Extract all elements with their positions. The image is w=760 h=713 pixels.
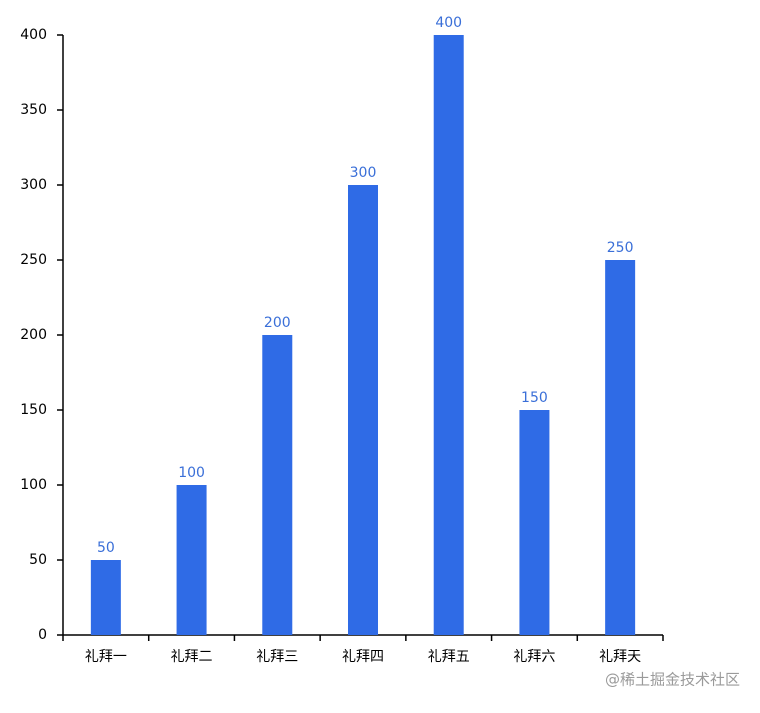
- bar: [605, 260, 636, 635]
- value-label: 200: [264, 315, 291, 331]
- bar: [348, 185, 378, 635]
- y-tick-label: 150: [20, 402, 47, 418]
- x-tick-label: 礼拜一: [85, 649, 127, 665]
- x-tick-label: 礼拜四: [342, 649, 384, 665]
- y-tick-label: 300: [20, 177, 47, 193]
- x-tick-label: 礼拜二: [171, 649, 213, 665]
- bar: [176, 485, 207, 635]
- value-label: 150: [521, 390, 548, 406]
- value-label: 400: [435, 15, 462, 31]
- bar: [519, 410, 550, 635]
- x-tick-label: 礼拜六: [513, 649, 555, 665]
- y-tick-label: 100: [20, 477, 47, 493]
- y-tick-label: 350: [20, 102, 47, 118]
- x-tick-label: 礼拜三: [256, 649, 298, 665]
- x-tick-label: 礼拜天: [599, 649, 641, 665]
- watermark: @稀土掘金技术社区: [605, 671, 740, 689]
- value-label: 250: [607, 240, 634, 256]
- y-tick-label: 0: [38, 627, 47, 643]
- bar: [433, 35, 464, 635]
- y-tick-label: 50: [29, 552, 47, 568]
- y-tick-label: 200: [20, 327, 47, 343]
- y-tick-label: 250: [20, 252, 47, 268]
- y-tick-label: 400: [20, 27, 47, 43]
- x-tick-label: 礼拜五: [428, 649, 470, 665]
- value-label: 300: [350, 165, 377, 181]
- value-label: 50: [97, 540, 115, 556]
- bar: [90, 560, 121, 635]
- bar: [262, 335, 293, 635]
- value-label: 100: [178, 465, 205, 481]
